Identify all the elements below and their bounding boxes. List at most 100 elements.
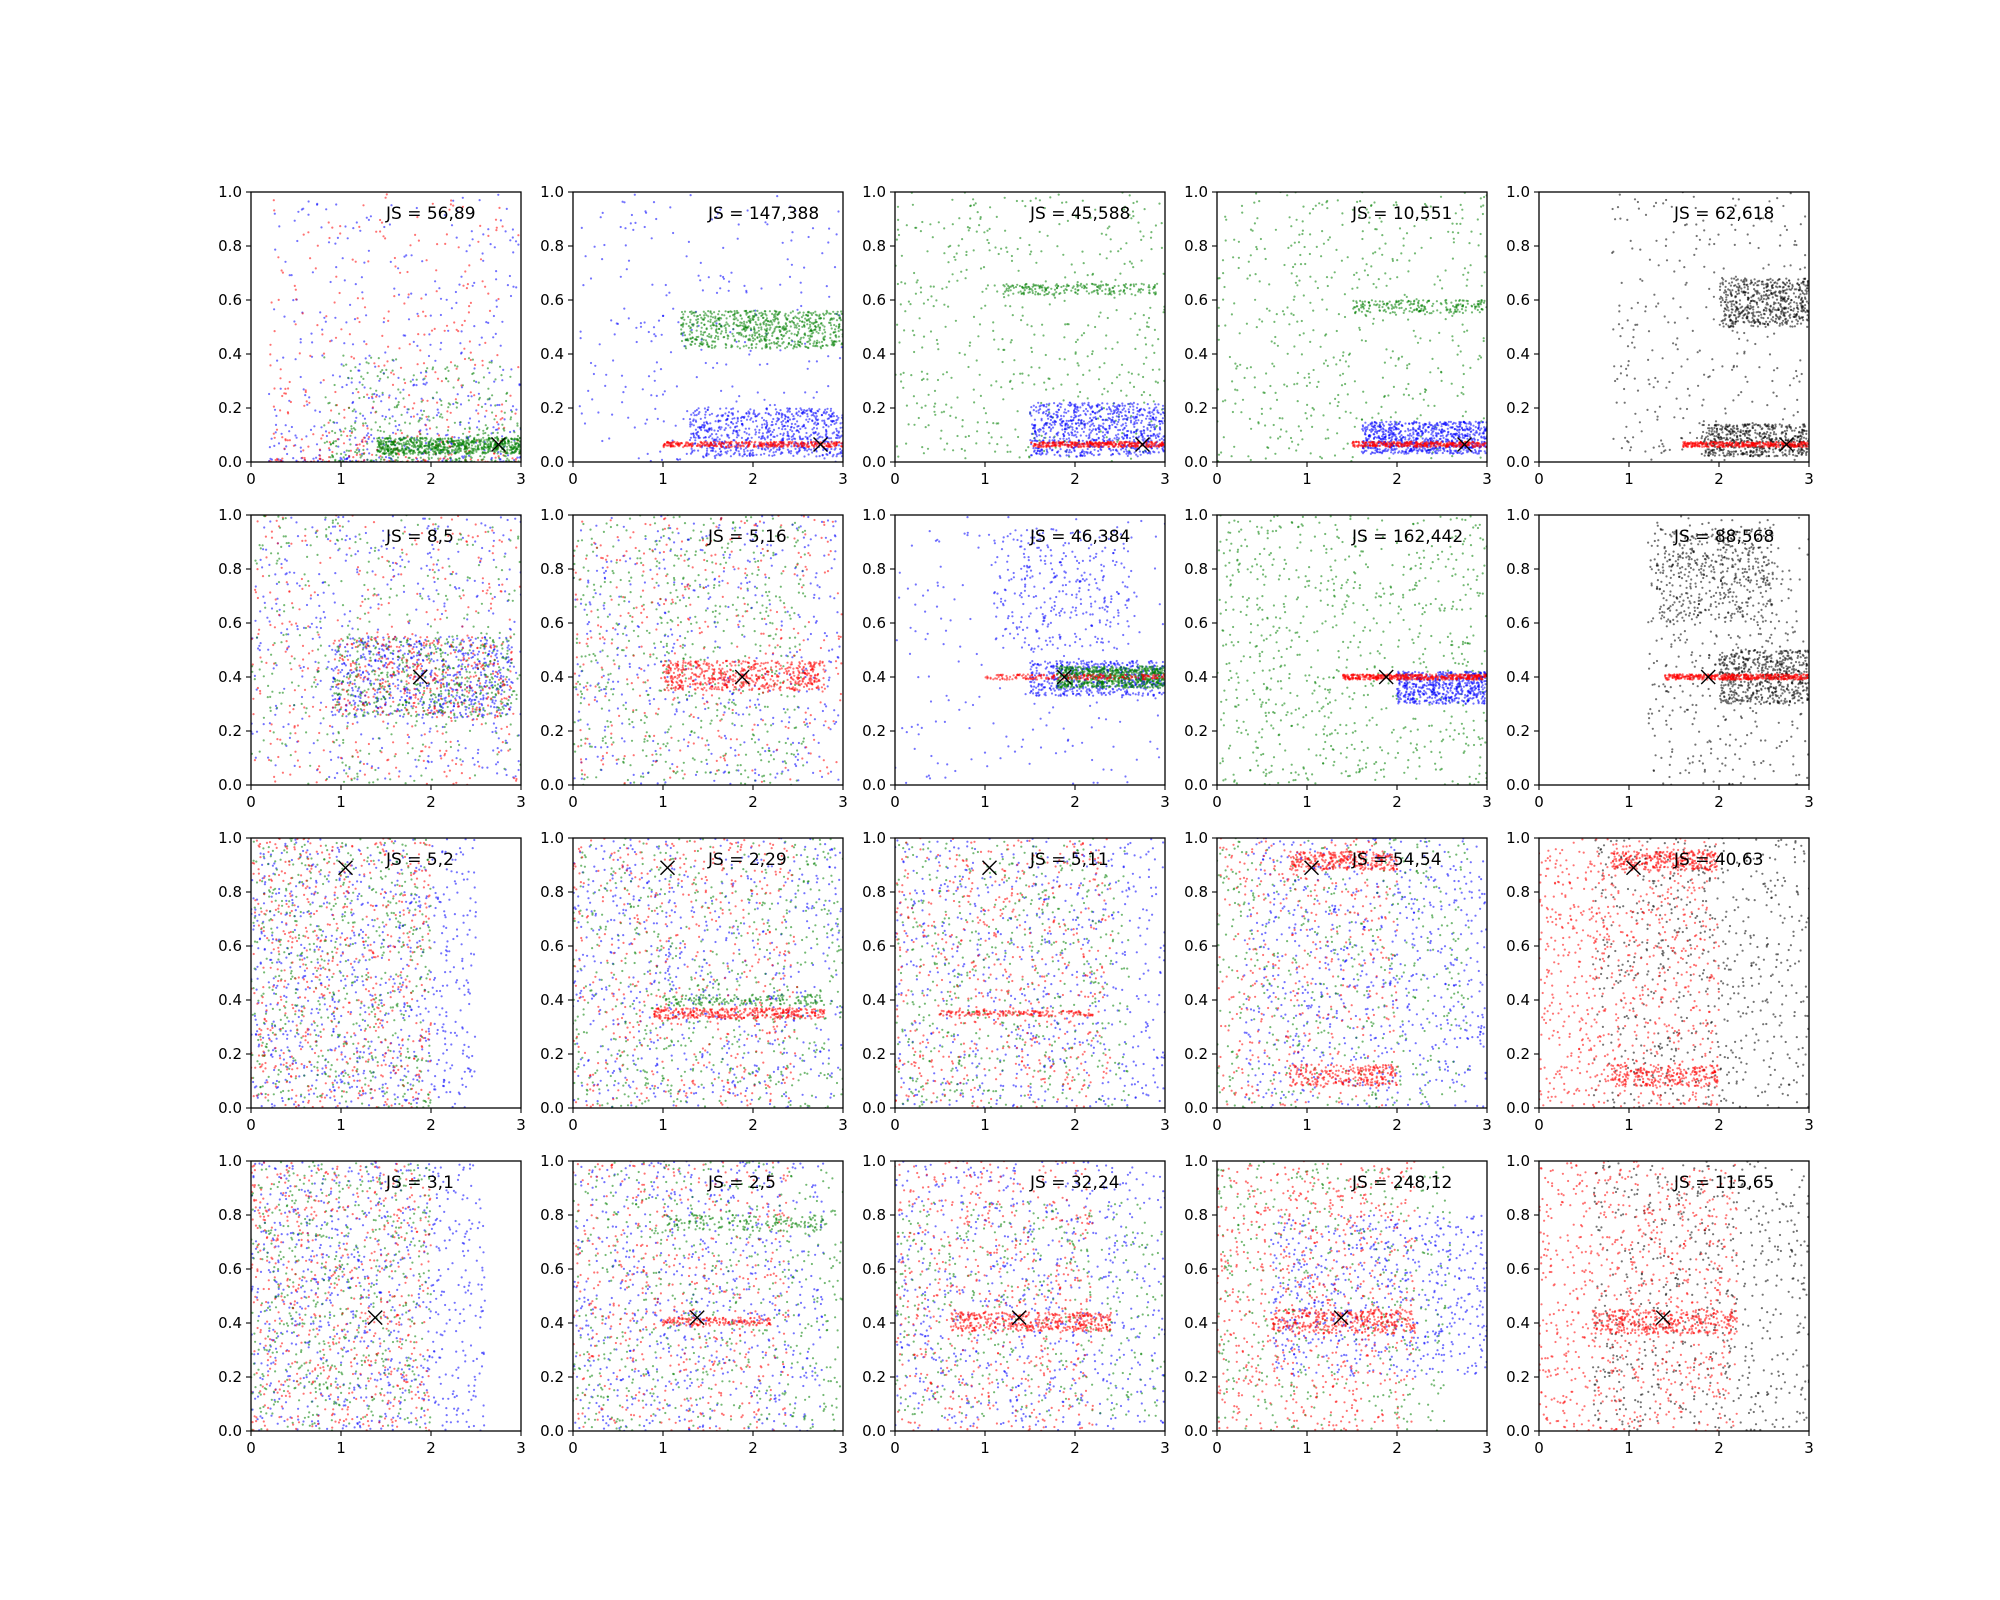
data-point xyxy=(1125,418,1128,421)
data-point xyxy=(749,408,752,411)
data-point xyxy=(778,413,781,416)
data-point xyxy=(331,455,334,458)
data-point xyxy=(662,420,665,423)
data-point xyxy=(784,316,788,319)
data-point xyxy=(1017,435,1020,439)
data-point xyxy=(416,363,419,366)
data-point xyxy=(469,458,472,461)
panel-3: 0 1 2 30.00.20.40.60.81.0JS = 45,588 xyxy=(862,183,1170,488)
data-point xyxy=(485,438,488,441)
data-point xyxy=(789,452,792,455)
data-point xyxy=(686,339,689,342)
data-point xyxy=(755,445,758,448)
data-point xyxy=(270,301,273,304)
data-point xyxy=(735,442,738,445)
data-point xyxy=(355,388,358,391)
data-point xyxy=(447,406,450,409)
data-point xyxy=(431,368,434,371)
data-point xyxy=(486,367,489,370)
data-point xyxy=(896,323,899,326)
data-point xyxy=(1043,294,1046,297)
data-point xyxy=(354,283,357,286)
data-point xyxy=(777,322,780,325)
data-point xyxy=(420,417,423,420)
data-point xyxy=(715,328,718,331)
data-point xyxy=(1115,438,1118,441)
data-point xyxy=(815,391,818,394)
data-point xyxy=(387,452,391,455)
data-point xyxy=(1113,285,1116,288)
data-point xyxy=(724,329,728,332)
data-point xyxy=(273,209,276,212)
data-point xyxy=(350,425,353,428)
data-point xyxy=(790,332,793,335)
data-point xyxy=(714,317,717,320)
data-point xyxy=(334,336,338,339)
data-point xyxy=(681,317,684,320)
data-point xyxy=(452,440,455,443)
data-point xyxy=(1065,448,1069,451)
data-point xyxy=(485,409,488,412)
data-point xyxy=(902,371,905,374)
data-point xyxy=(454,401,458,404)
data-point xyxy=(461,455,464,458)
data-point xyxy=(393,406,396,409)
data-point xyxy=(787,409,790,412)
data-point xyxy=(757,436,761,439)
data-point xyxy=(410,449,413,452)
data-point xyxy=(310,332,313,335)
data-point xyxy=(696,430,700,433)
data-point xyxy=(978,373,981,376)
data-point xyxy=(415,440,418,444)
data-point xyxy=(426,418,429,421)
data-point xyxy=(695,335,698,339)
data-point xyxy=(403,378,406,381)
data-point xyxy=(673,440,676,443)
data-point xyxy=(435,269,438,272)
data-point xyxy=(779,330,782,333)
data-point xyxy=(1089,417,1092,420)
data-point xyxy=(1038,199,1041,202)
data-point xyxy=(503,441,507,444)
data-point xyxy=(515,286,518,289)
data-point xyxy=(706,341,709,344)
data-point xyxy=(392,373,395,376)
data-point xyxy=(790,450,793,453)
data-point xyxy=(786,345,789,348)
data-point xyxy=(362,452,365,456)
data-point xyxy=(444,452,447,455)
data-point xyxy=(450,224,454,227)
data-point xyxy=(1131,210,1135,213)
data-point xyxy=(398,423,401,427)
data-point xyxy=(1100,232,1103,235)
data-point xyxy=(669,445,673,448)
data-point xyxy=(920,370,924,373)
data-point xyxy=(304,394,307,397)
data-point xyxy=(473,436,476,439)
data-point xyxy=(737,311,740,314)
data-point xyxy=(334,404,337,407)
data-point xyxy=(275,414,278,417)
data-point xyxy=(818,408,821,411)
data-point xyxy=(690,423,693,426)
data-point xyxy=(343,279,346,282)
data-point xyxy=(274,248,277,251)
data-point xyxy=(499,452,502,455)
data-point xyxy=(462,432,465,435)
data-point xyxy=(1142,314,1145,317)
data-point xyxy=(298,352,301,355)
data-point xyxy=(729,426,732,429)
data-point xyxy=(691,336,694,339)
data-point xyxy=(472,372,475,375)
data-point xyxy=(451,459,454,462)
data-point xyxy=(419,437,422,440)
data-point xyxy=(819,317,822,320)
data-point xyxy=(700,337,704,340)
data-point xyxy=(451,435,454,439)
data-point xyxy=(700,428,703,432)
data-point xyxy=(707,320,710,323)
data-point xyxy=(349,369,352,372)
data-point xyxy=(461,384,464,387)
data-point xyxy=(786,443,789,446)
data-point xyxy=(933,410,936,413)
